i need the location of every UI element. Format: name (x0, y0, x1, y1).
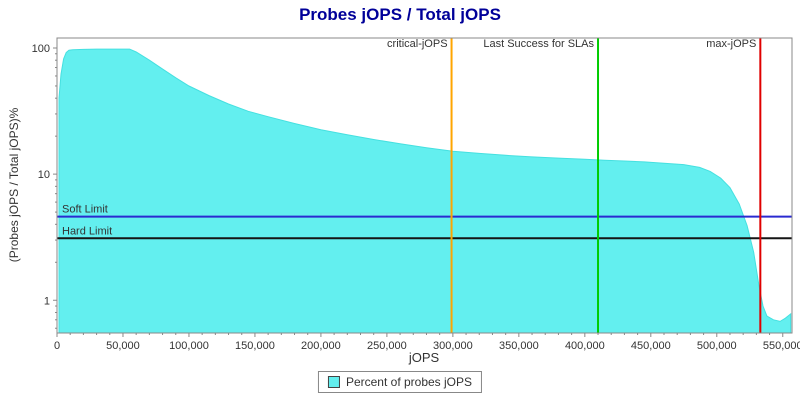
svg-text:150,000: 150,000 (235, 340, 275, 352)
svg-text:Hard Limit: Hard Limit (62, 225, 112, 237)
svg-text:350,000: 350,000 (499, 340, 539, 352)
legend-swatch (327, 376, 340, 388)
svg-text:critical-jOPS: critical-jOPS (387, 38, 448, 50)
svg-text:1: 1 (44, 295, 50, 307)
y-axis-label: (Probes jOPS / Total jOPS)% (7, 107, 21, 263)
svg-text:200,000: 200,000 (301, 340, 341, 352)
legend: Percent of probes jOPS (317, 371, 483, 393)
svg-text:100,000: 100,000 (169, 340, 209, 352)
svg-text:550,000: 550,000 (763, 340, 800, 352)
svg-text:500,000: 500,000 (697, 340, 737, 352)
svg-text:10: 10 (38, 169, 50, 181)
svg-text:max-jOPS: max-jOPS (706, 38, 756, 50)
svg-text:Soft Limit: Soft Limit (62, 204, 108, 216)
svg-text:300,000: 300,000 (433, 340, 473, 352)
legend-label: Percent of probes jOPS (345, 375, 473, 389)
svg-text:50,000: 50,000 (106, 340, 140, 352)
svg-text:0: 0 (54, 340, 60, 352)
svg-text:100: 100 (32, 43, 50, 55)
chart-title: Probes jOPS / Total jOPS (299, 5, 501, 24)
svg-text:450,000: 450,000 (631, 340, 671, 352)
svg-text:Last Success for SLAs: Last Success for SLAs (483, 38, 594, 50)
svg-text:400,000: 400,000 (565, 340, 605, 352)
x-axis-label: jOPS (408, 350, 440, 365)
svg-text:250,000: 250,000 (367, 340, 407, 352)
